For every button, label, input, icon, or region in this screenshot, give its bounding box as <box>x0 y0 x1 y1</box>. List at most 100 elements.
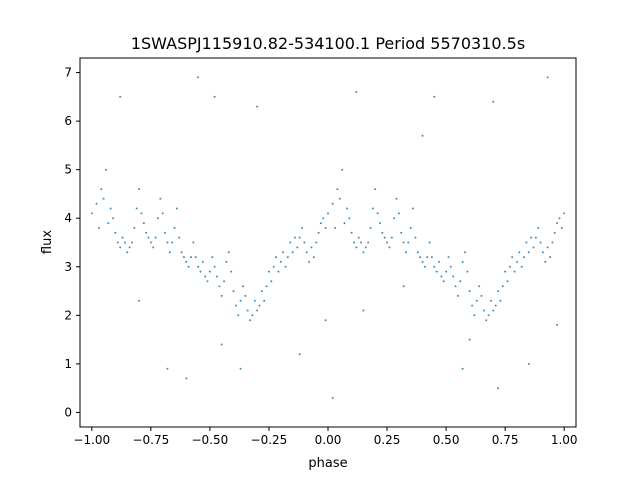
data-point-175 <box>508 265 511 268</box>
data-point-64 <box>244 294 247 297</box>
data-point-14 <box>126 251 129 254</box>
data-point-111 <box>357 236 360 239</box>
data-point-61 <box>237 314 240 317</box>
data-point-142 <box>430 256 433 259</box>
data-point-212 <box>324 319 327 322</box>
data-point-217 <box>527 362 530 365</box>
data-point-30 <box>164 231 166 234</box>
data-point-95 <box>317 231 320 234</box>
data-point-97 <box>322 217 325 220</box>
x-axis-label: phase <box>308 456 347 471</box>
data-point-146 <box>440 275 443 278</box>
data-point-157 <box>466 270 469 273</box>
x-tick-label: −0.50 <box>192 433 229 447</box>
data-point-108 <box>350 231 353 234</box>
data-point-160 <box>473 314 476 317</box>
data-point-36 <box>178 236 181 239</box>
data-point-162 <box>478 285 481 288</box>
data-point-183 <box>527 251 530 254</box>
data-point-189 <box>541 251 544 254</box>
data-point-186 <box>534 236 537 239</box>
data-point-66 <box>249 319 252 322</box>
data-point-53 <box>218 285 221 288</box>
data-point-1 <box>95 202 98 205</box>
data-point-62 <box>239 299 242 302</box>
data-point-93 <box>312 256 315 259</box>
data-point-200 <box>197 76 200 79</box>
data-point-16 <box>131 241 133 244</box>
data-point-45 <box>199 270 202 273</box>
data-point-76 <box>272 265 275 268</box>
plot-frame <box>79 57 577 428</box>
data-point-202 <box>256 105 259 108</box>
data-point-32 <box>168 251 171 254</box>
data-point-136 <box>416 251 419 254</box>
data-point-96 <box>319 222 322 225</box>
data-point-60 <box>234 304 237 307</box>
data-point-28 <box>159 197 162 200</box>
data-point-153 <box>456 294 459 297</box>
data-point-38 <box>182 256 185 259</box>
data-point-190 <box>544 260 547 263</box>
data-point-165 <box>485 319 488 322</box>
data-point-216 <box>362 309 365 312</box>
data-point-205 <box>492 100 495 103</box>
data-point-188 <box>539 241 542 244</box>
data-point-27 <box>156 217 159 220</box>
data-point-220 <box>220 343 223 346</box>
data-point-198 <box>563 212 566 215</box>
data-point-133 <box>409 226 412 229</box>
data-point-103 <box>338 197 341 200</box>
data-point-11 <box>119 246 122 249</box>
data-point-55 <box>223 280 226 283</box>
data-point-139 <box>423 265 426 268</box>
data-point-58 <box>230 270 233 273</box>
data-point-104 <box>341 168 344 171</box>
data-point-131 <box>404 251 407 254</box>
data-point-124 <box>388 246 391 249</box>
data-point-17 <box>133 226 136 229</box>
data-point-204 <box>433 95 436 98</box>
data-point-37 <box>180 251 183 254</box>
data-point-50 <box>211 256 214 259</box>
data-point-52 <box>216 275 218 278</box>
data-point-115 <box>367 241 370 244</box>
data-point-161 <box>475 299 478 302</box>
data-point-168 <box>492 309 495 312</box>
data-point-35 <box>175 207 178 210</box>
data-point-180 <box>520 265 523 268</box>
data-point-219 <box>402 285 405 288</box>
data-point-69 <box>256 309 259 312</box>
data-point-143 <box>433 265 436 268</box>
data-point-193 <box>551 241 554 244</box>
data-point-77 <box>275 256 277 259</box>
data-point-206 <box>546 76 549 79</box>
data-point-120 <box>379 222 381 225</box>
y-tick-label: 3 <box>64 260 72 274</box>
data-point-78 <box>277 270 280 273</box>
data-point-49 <box>208 270 211 273</box>
data-point-74 <box>268 270 270 273</box>
data-point-213 <box>556 324 559 326</box>
data-point-192 <box>549 256 551 259</box>
data-point-123 <box>386 241 388 244</box>
data-point-154 <box>459 280 462 283</box>
data-point-147 <box>442 280 445 283</box>
data-point-177 <box>513 270 516 273</box>
data-point-156 <box>464 251 466 254</box>
data-point-110 <box>355 246 358 249</box>
data-point-159 <box>471 304 474 307</box>
x-tick-label: 0.50 <box>433 433 460 447</box>
data-point-25 <box>152 246 155 249</box>
data-point-221 <box>468 338 471 341</box>
data-point-167 <box>490 299 492 302</box>
data-point-59 <box>232 290 235 293</box>
x-tick-label: −0.75 <box>132 433 169 447</box>
data-point-135 <box>414 236 417 239</box>
data-point-0 <box>90 212 93 215</box>
data-point-40 <box>187 265 190 268</box>
x-tick-label: 0.00 <box>315 433 342 447</box>
data-point-166 <box>487 314 490 317</box>
